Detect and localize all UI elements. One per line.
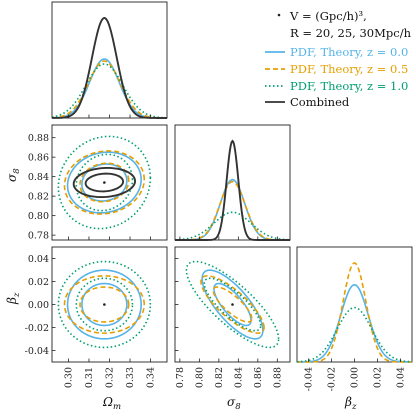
pdf-curve-sigma8-s3: [175, 139, 290, 241]
contour-omega_m-beta_z-s2-l1: [75, 277, 134, 332]
xtick-label-omega_m-2: 0.32: [105, 367, 116, 388]
contour-sigma8-beta_z-s1-l1: [212, 286, 253, 323]
xtick-label-sigma8-4: 0.86: [253, 367, 264, 388]
ylabel-beta-z: βz: [5, 292, 22, 305]
pdf-curve-sigma8-s2: [174, 211, 291, 241]
legend-label-combined: Combined: [290, 95, 350, 109]
pdf-curve-omega_m-s1: [51, 60, 167, 119]
xtick-label-omega_m-3: 0.33: [125, 367, 136, 388]
contour-sigma8-beta_z-s1-l2: [200, 275, 265, 334]
contour-omega_m-beta_z-s0-l2: [66, 269, 142, 340]
xtick-label-beta_z-3: 0.02: [373, 367, 384, 388]
contour-omega_m-sigma8-s2-l2: [57, 135, 152, 230]
fiducial-point-omega_m-sigma8: [103, 181, 106, 184]
curves-layer: [51, 17, 413, 363]
ticks-layer: 0.30 0.31 0.32 0.33 0.34 0.78 0.80 0.82 0.84 0.86…: [25, 114, 407, 391]
contour-omega_m-sigma8-s1-l2: [63, 150, 146, 215]
contour-omega_m-beta_z-s0-l1: [81, 282, 128, 327]
legend-header-line1: V = (Gpc/h)³,: [289, 9, 367, 23]
xtick-label-sigma8-0: 0.78: [175, 367, 186, 388]
contour-omega_m-beta_z-s1-l1: [79, 286, 130, 323]
axis-labels: Ωm σ8 βz σ8 βz: [5, 168, 357, 412]
contour-sigma8-beta_z-s2-l2: [185, 260, 280, 349]
ytick-label-beta_z-2: 0.00: [28, 300, 49, 311]
contour-omega_m-sigma8-s1-l1: [79, 162, 130, 203]
xtick-label-sigma8-1: 0.80: [194, 367, 205, 388]
fiducial-point-sigma8-beta_z: [231, 303, 234, 306]
pdf-curve-sigma8-s0: [175, 178, 290, 241]
contour-sigma8-beta_z-s2-l1: [203, 277, 262, 332]
pdf-curve-omega_m-s0: [51, 58, 167, 119]
xtick-label-beta_z-2: 0.00: [350, 367, 361, 388]
pdf-curve-omega_m-s2: [51, 63, 168, 119]
ylabel-sigma8: σ8: [5, 168, 22, 182]
xtick-label-sigma8-2: 0.82: [214, 367, 225, 388]
ytick-label-sigma8-1: 0.80: [28, 211, 49, 222]
xtick-label-omega_m-0: 0.30: [63, 367, 74, 388]
ytick-label-sigma8-0: 0.78: [28, 230, 49, 241]
pdf-curve-omega_m-s3: [51, 17, 167, 119]
ytick-label-beta_z-1: -0.02: [25, 323, 49, 334]
xtick-label-omega_m-4: 0.34: [146, 367, 157, 388]
xlabel-sigma8: σ8: [227, 395, 241, 412]
ytick-label-beta_z-4: 0.04: [28, 254, 49, 265]
xtick-label-beta_z-0: -0.04: [304, 367, 315, 391]
contour-omega_m-sigma8-s0-l1: [81, 163, 128, 202]
ytick-label-sigma8-2: 0.82: [28, 191, 49, 202]
xtick-label-omega_m-1: 0.31: [84, 367, 95, 388]
xtick-label-sigma8-5: 0.88: [272, 367, 283, 388]
legend-label-z00: PDF, Theory, z = 0.0: [290, 45, 408, 59]
xlabel-beta-z: βz: [344, 395, 357, 412]
contour-omega_m-beta_z-s1-l2: [63, 275, 146, 334]
legend: V = (Gpc/h)³, R = 20, 25, 30Mpc/h PDF, T…: [265, 9, 412, 109]
contour-omega_m-sigma8-s0-l2: [66, 151, 142, 214]
xlabel-omega-m: Ωm: [102, 395, 121, 412]
fiducial-point-omega_m-beta_z: [103, 303, 106, 306]
contour-omega_m-sigma8-s2-l1: [75, 153, 134, 212]
panel-frame-r1-c1: [174, 124, 291, 241]
xtick-label-sigma8-3: 0.84: [233, 367, 244, 388]
contour-omega_m-sigma8-s3-l2: [72, 166, 137, 199]
ytick-label-sigma8-5: 0.88: [28, 133, 49, 144]
ytick-label-beta_z-3: 0.02: [28, 277, 49, 288]
legend-fiducial-dot: [277, 13, 281, 17]
legend-header-line2: R = 20, 25, 30Mpc/h: [290, 26, 412, 40]
pdf-curve-beta_z-s1: [297, 262, 412, 363]
ytick-label-sigma8-3: 0.84: [28, 172, 49, 183]
legend-label-z10: PDF, Theory, z = 1.0: [290, 79, 408, 93]
contour-omega_m-sigma8-s3-l1: [84, 172, 125, 193]
panel-frame-r0-c0: [51, 1, 168, 119]
xtick-label-beta_z-4: 0.04: [396, 367, 407, 388]
xtick-label-beta_z-1: -0.02: [327, 367, 338, 391]
pdf-curve-sigma8-s1: [175, 180, 290, 241]
panel-frame-r2-c2: [296, 246, 413, 363]
contour-sigma8-beta_z-s0-l2: [201, 269, 264, 340]
ytick-label-sigma8-4: 0.86: [28, 152, 49, 163]
legend-label-z05: PDF, Theory, z = 0.5: [290, 62, 408, 76]
pdf-curve-beta_z-s2: [296, 306, 413, 363]
ytick-label-beta_z-0: -0.04: [25, 346, 49, 357]
pdf-curve-beta_z-s0: [296, 283, 413, 363]
